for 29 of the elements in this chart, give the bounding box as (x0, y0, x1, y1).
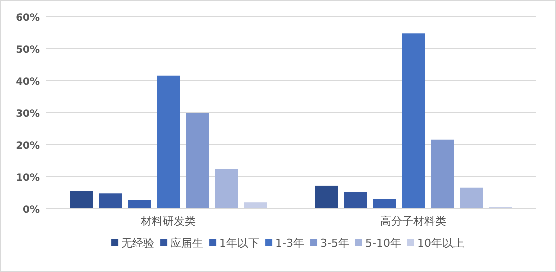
bar (402, 34, 425, 209)
bar (186, 113, 209, 209)
bar (99, 194, 122, 209)
legend-label: 应届生 (170, 237, 204, 250)
y-tick-label: 10% (16, 173, 40, 184)
legend-label: 无经验 (122, 237, 155, 250)
y-tick-label: 50% (16, 45, 40, 56)
bar (244, 202, 267, 209)
bar (431, 140, 454, 209)
legend-label: 1-3年 (276, 237, 305, 250)
bar (460, 188, 483, 209)
y-tick-label: 60% (16, 13, 40, 24)
bar (215, 169, 238, 209)
bar (344, 192, 367, 209)
y-tick-label: 30% (16, 109, 40, 120)
y-tick-label: 20% (16, 141, 40, 152)
bar (157, 76, 180, 209)
legend-label: 3-5年 (320, 237, 350, 250)
legend-label: 5-10年 (365, 237, 402, 250)
bar (128, 200, 151, 209)
x-tick-label: 高分子材料类 (380, 215, 446, 228)
y-tick-label: 0% (23, 205, 40, 216)
y-tick-label: 40% (16, 77, 40, 88)
bar (70, 191, 93, 209)
legend-label: 1年以下 (220, 237, 260, 250)
bar (315, 186, 338, 209)
x-tick-label: 材料研发类 (140, 215, 196, 228)
bar (373, 199, 396, 209)
legend-label: 10年以上 (417, 237, 464, 250)
